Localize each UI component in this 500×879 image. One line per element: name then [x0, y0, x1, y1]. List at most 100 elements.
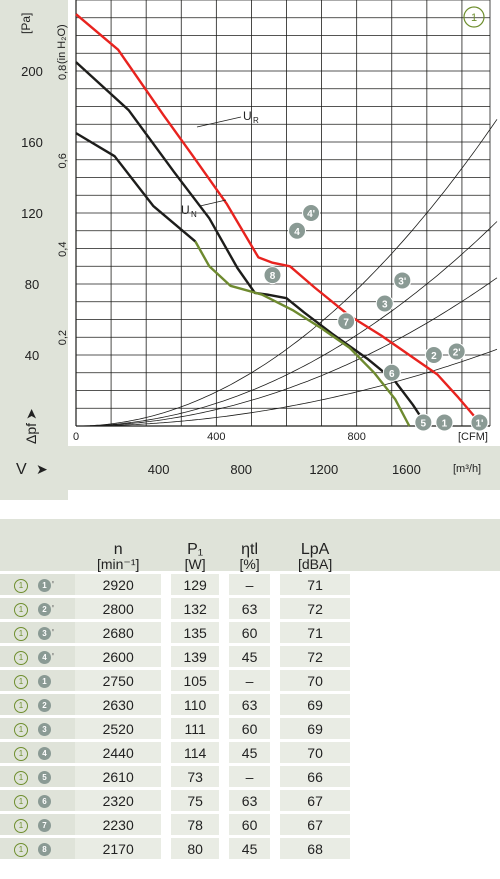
table-cell-gap [218, 574, 229, 595]
y-tick-label-pa: 160 [21, 135, 43, 150]
operating-point-icon: 1 [38, 675, 51, 689]
table-cell-noise: 72 [280, 646, 350, 667]
curve-number-icon: 1 [14, 698, 28, 713]
table-row: 1 2 ' 2800 132 63 72 [0, 598, 500, 619]
table-cell-gap [218, 838, 229, 859]
x-tick-label-m3h: 1600 [392, 462, 421, 477]
table-cell-index: 1 2 ' [0, 598, 75, 619]
curve-number-icon: 1 [14, 746, 28, 761]
operating-point-icon: 1 [38, 579, 51, 593]
operating-point-label: 2 [431, 351, 437, 362]
table-cell-gap [161, 766, 172, 787]
y-unit-inh2o: (in H₂O) [56, 24, 68, 64]
operating-point-marker [263, 266, 282, 285]
table-cell-efficiency: 60 [228, 814, 271, 835]
table-row: 1 3 2520 111 60 69 [0, 718, 500, 739]
operating-point-marker [337, 312, 356, 331]
table-row: 1 1 2750 105–70 [0, 670, 500, 691]
table-cell-noise: 66 [280, 766, 350, 787]
table-cell-n: 2610 [75, 766, 162, 787]
header-gap [218, 519, 229, 571]
curve-number-icon: 1 [14, 602, 28, 617]
curve-number-icon: 1 [14, 818, 28, 833]
operating-point-label: 6 [389, 369, 395, 380]
table-cell-noise: 70 [280, 742, 350, 763]
table-cell-n: 2170 [75, 838, 162, 859]
curve-number-icon: 1 [14, 626, 28, 641]
series-label-un-sub: N [191, 210, 197, 219]
operating-point-marker [375, 294, 394, 313]
table-cell-gap [270, 790, 281, 811]
table-cell-noise: 71 [280, 622, 350, 643]
grid [75, 0, 491, 427]
table-cell-n: 2750 [75, 670, 162, 691]
x-tick-label-cfm: 0 [73, 431, 79, 443]
table-cell-gap [161, 670, 172, 691]
table-cell-power: 139 [171, 646, 219, 667]
table-cell-efficiency: 63 [228, 694, 271, 715]
system-curve [76, 348, 498, 427]
curve-number-icon: 1 [14, 842, 28, 857]
table-cell-gap [270, 838, 281, 859]
series-label-ur-leader [196, 116, 242, 128]
system-curve [76, 221, 498, 427]
y-unit-pa: [Pa] [19, 13, 33, 34]
table-cell-gap [218, 742, 229, 763]
table-cell-gap [350, 646, 500, 667]
table-cell-gap [350, 622, 500, 643]
header-eta-main: ηtl [241, 541, 259, 558]
table-cell-gap [218, 646, 229, 667]
table-cell-gap [350, 718, 500, 739]
table-row: 1 6 2320 75 63 67 [0, 790, 500, 811]
table-cell-gap [350, 790, 500, 811]
operating-point-icon: 8 [38, 843, 51, 857]
operating-point-marker [288, 221, 307, 240]
table-cell-power: 80 [171, 838, 219, 859]
header-index [0, 519, 75, 571]
y-tick-label-inh2o: 0,8 [57, 65, 69, 80]
table-cell-power: 73 [171, 766, 219, 787]
curve-number-icon: 1 [14, 794, 28, 809]
x-tick-label-cfm: 800 [347, 431, 365, 443]
table-cell-gap [161, 598, 172, 619]
table-cell-noise: 69 [280, 694, 350, 715]
table-cell-gap [350, 574, 500, 595]
series-label-ur: U [243, 109, 252, 123]
chart-badge-label: 1 [471, 12, 477, 24]
table-cell-power: 75 [171, 790, 219, 811]
system-curves [76, 119, 498, 427]
operating-point-label: 2' [453, 347, 461, 358]
table-cell-gap [161, 646, 172, 667]
table-cell-noise: 72 [280, 598, 350, 619]
prime-mark: ' [52, 580, 54, 592]
table-cell-gap [270, 622, 281, 643]
table-cell-noise: 69 [280, 718, 350, 739]
series-line-low-green [194, 240, 411, 427]
header-gap [270, 519, 281, 571]
series-line-low [75, 132, 197, 243]
table-cell-n: 2440 [75, 742, 162, 763]
table-cell-noise: 71 [280, 574, 350, 595]
table-cell-index: 1 3 ' [0, 622, 75, 643]
operating-point-icon: 5 [38, 771, 51, 785]
table-cell-gap [350, 814, 500, 835]
table-cell-efficiency: 45 [228, 646, 271, 667]
table-cell-power: 110 [171, 694, 219, 715]
operating-point-icon: 4 [38, 747, 51, 761]
header-p: P₁ [W] [171, 519, 219, 571]
operating-point-marker [382, 363, 401, 382]
table-cell-gap [270, 574, 281, 595]
table-cell-efficiency: 63 [228, 790, 271, 811]
x-axis-label: V [16, 461, 27, 478]
operating-point-icon: 7 [38, 819, 51, 833]
operating-point-icon: 4 [38, 651, 51, 665]
table-cell-power: 111 [171, 718, 219, 739]
header-lpa-unit: [dBA] [297, 556, 333, 572]
table-cell-gap [161, 742, 172, 763]
